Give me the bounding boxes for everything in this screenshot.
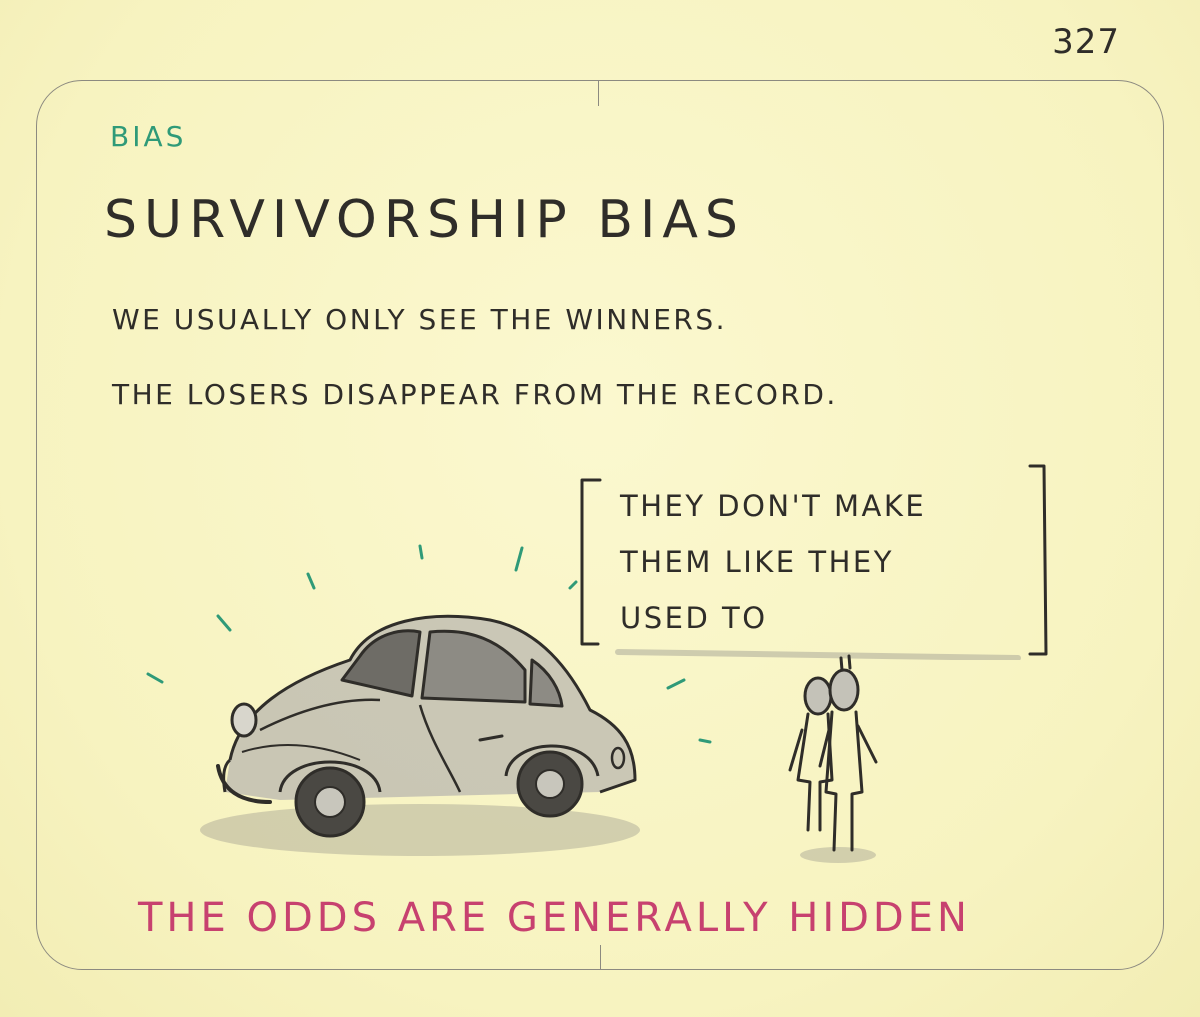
speech-bubble: THEY DON'T MAKE THEM LIKE THEY USED TO xyxy=(578,462,1050,660)
page-number: 327 xyxy=(1052,22,1120,62)
description-line-2: THE LOSERS DISAPPEAR FROM THE RECORD. xyxy=(112,378,838,411)
category-label: BIAS xyxy=(110,120,187,153)
tagline: THE ODDS ARE GENERALLY HIDDEN xyxy=(138,895,971,941)
car-shadow xyxy=(200,804,640,856)
speech-bubble-bracket-icon xyxy=(580,464,1048,660)
two-people-standing-icon xyxy=(788,654,878,863)
illustration xyxy=(146,544,878,863)
speech-line-3: USED TO xyxy=(620,601,768,635)
shine-marks-icon xyxy=(146,544,712,744)
page-title: SURVIVORSHIP BIAS xyxy=(104,190,745,250)
vintage-beetle-car-icon xyxy=(216,614,637,838)
speech-line-2: THEM LIKE THEY xyxy=(620,545,894,579)
description-line-1: WE USUALLY ONLY SEE THE WINNERS. xyxy=(112,303,728,336)
speech-line-1: THEY DON'T MAKE xyxy=(620,489,927,523)
fold-mark-bottom xyxy=(600,945,601,970)
fold-mark-top xyxy=(598,80,599,106)
